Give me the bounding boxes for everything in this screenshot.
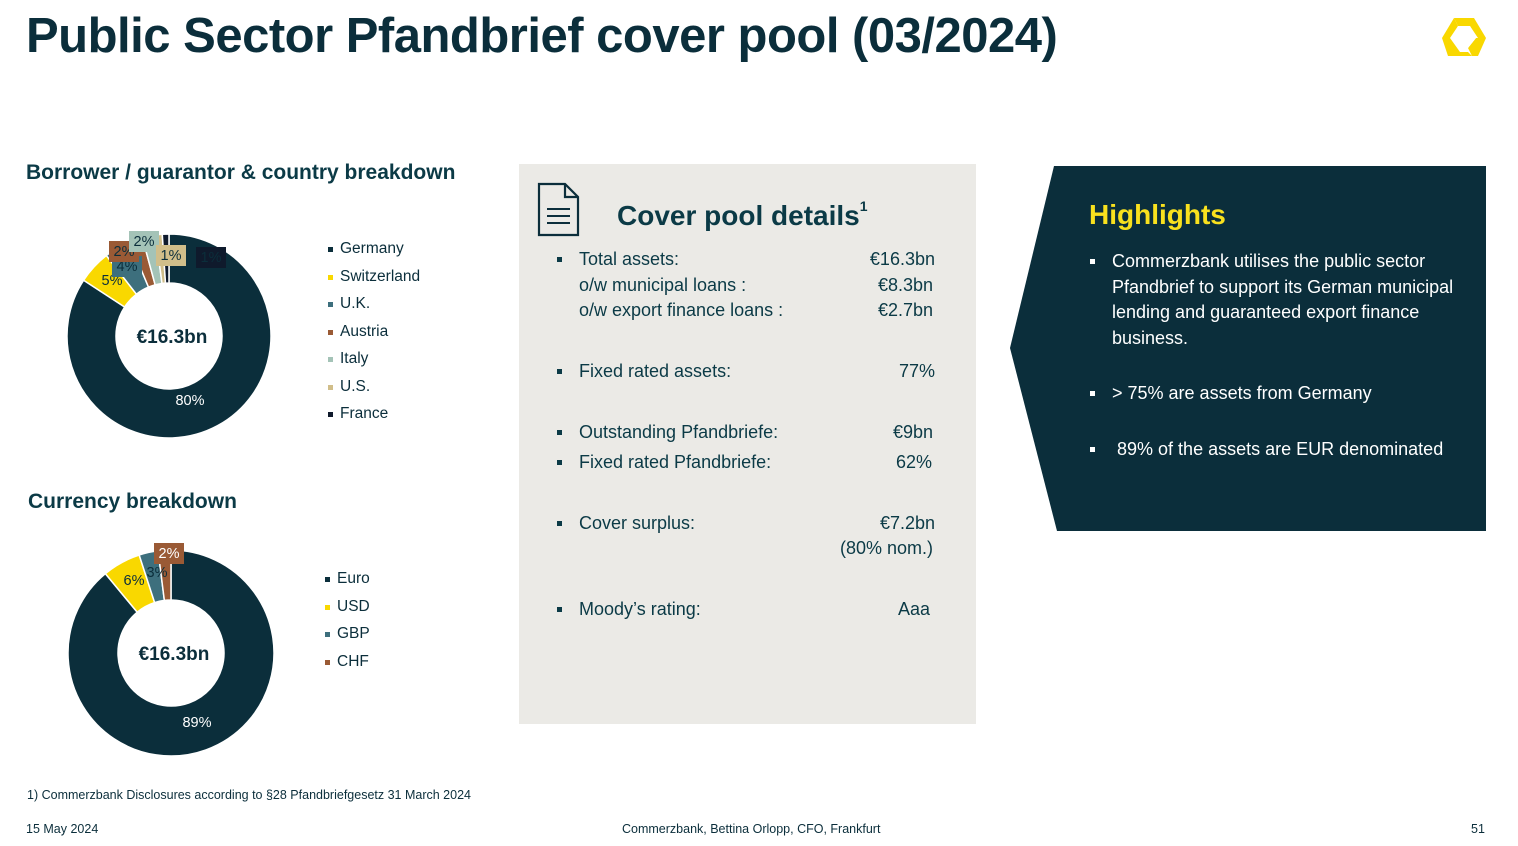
currency-donut-chart: 89% 6% 3% 2% €16.3bn [67, 543, 275, 757]
legend-label: Germany [340, 240, 404, 257]
legend-swatch [325, 632, 330, 637]
legend-swatch [328, 384, 333, 390]
donut-center-label: €16.3bn [137, 327, 208, 348]
data-label-france: 1% [201, 250, 222, 266]
legend-label: U.K. [340, 295, 371, 312]
data-label-euro: 89% [182, 715, 211, 731]
legend-item-euro: Euro [325, 568, 370, 596]
data-label-box-chf [154, 543, 184, 564]
legend-item-france: France [328, 403, 420, 431]
legend-item-usd: USD [325, 596, 370, 624]
data-label-box-italy [129, 231, 159, 252]
donut-center-label: €16.3bn [139, 644, 210, 665]
highlights-panel [1010, 166, 1486, 531]
data-label-u-s: 1% [161, 248, 182, 264]
detail-row-cover-surplus-nominal: (80% nom.) [839, 538, 933, 558]
data-label-gbp: 3% [147, 565, 168, 581]
data-label-box-u-s [156, 245, 186, 266]
legend-item-gbp: GBP [325, 623, 370, 651]
cover-pool-details-panel: Cover pool details1 Total assets: €16.3bn… [519, 164, 976, 724]
footnote: 1) Commerzbank Disclosures according to … [27, 788, 471, 802]
legend-item-austria: Austria [328, 321, 420, 349]
highlights-title: Highlights [1089, 199, 1226, 230]
legend-swatch [328, 247, 333, 252]
legend-swatch [328, 274, 333, 280]
legend-swatch [328, 357, 333, 362]
detail-row-total-assets: Total assets: €16.3bn [557, 247, 935, 271]
highlight-item: > 75% are assets from Germany [1090, 381, 1460, 407]
legend-item-chf: CHF [325, 651, 370, 679]
detail-row-outstanding-pfandbriefe: Outstanding Pfandbriefe: €9bn [557, 420, 935, 444]
legend-label: France [340, 405, 389, 422]
detail-row-export-finance-loans: o/w export finance loans : €2.7bn [579, 300, 933, 320]
country-donut-chart: 80%5%4%2%2%1% 1%€16.3bn [66, 231, 272, 439]
legend-swatch [325, 659, 330, 665]
legend-swatch [325, 604, 330, 610]
page-number: 51 [1471, 822, 1485, 836]
data-label-u-k: 4% [117, 259, 138, 275]
page-title: Public Sector Pfandbrief cover pool (03/… [26, 9, 1058, 63]
cover-pool-details-title: Cover pool details1 [617, 197, 868, 231]
legend-label: U.S. [340, 377, 371, 395]
legend-item-u-s: U.S. [328, 376, 420, 404]
legend-label: USD [337, 597, 370, 615]
legend-item-u-k: U.K. [328, 293, 420, 321]
data-label-usd: 6% [124, 573, 145, 589]
detail-row-municipal-loans: o/w municipal loans : €8.3bn [579, 275, 933, 295]
data-label-italy: 2% [134, 234, 155, 250]
currency-legend: Euro USD GBP CHF [325, 568, 370, 678]
highlight-item: 89% of the assets are EUR denominated [1090, 437, 1460, 463]
legend-swatch [328, 412, 333, 417]
commerzbank-logo-icon [1442, 18, 1486, 56]
highlight-item: Commerzbank utilises the public sector P… [1090, 249, 1460, 351]
legend-label: Austria [340, 322, 389, 340]
legend-item-switzerland: Switzerland [328, 266, 420, 294]
legend-label: CHF [337, 652, 369, 670]
legend-swatch [328, 329, 333, 335]
detail-row-cover-surplus: Cover surplus: €7.2bn [557, 511, 935, 535]
country-legend: Germany Switzerland U.K. Austria Italy U.S. Fr… [328, 238, 420, 431]
data-label-box-france [196, 247, 226, 268]
detail-row-fixed-rated-assets: Fixed rated assets: 77% [557, 359, 935, 383]
legend-label: Italy [340, 350, 369, 367]
detail-row-moodys-rating: Moody’s rating: Aaa [557, 597, 935, 621]
country-breakdown-title: Borrower / guarantor & country breakdown [26, 161, 456, 184]
footer-presenter: Commerzbank, Bettina Orlopp, CFO, Frankf… [622, 822, 881, 836]
slice-germany [66, 233, 272, 439]
legend-label: Euro [337, 570, 370, 587]
document-icon [537, 182, 580, 237]
currency-breakdown-title: Currency breakdown [28, 490, 237, 513]
legend-item-italy: Italy [328, 348, 420, 376]
legend-swatch [328, 302, 333, 307]
legend-label: GBP [337, 625, 370, 642]
legend-label: Switzerland [340, 267, 421, 285]
data-label-germany: 80% [175, 393, 204, 409]
footer-date: 15 May 2024 [26, 822, 99, 836]
slice-euro [67, 549, 275, 757]
data-label-chf: 2% [159, 546, 180, 562]
legend-item-germany: Germany [328, 238, 420, 266]
detail-row-fixed-rated-pfandbriefe: Fixed rated Pfandbriefe: 62% [557, 450, 935, 474]
legend-swatch [325, 577, 330, 582]
